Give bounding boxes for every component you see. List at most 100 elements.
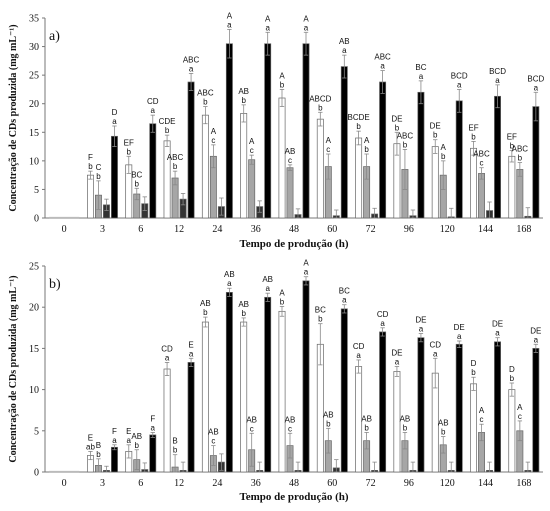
significance-letter-upper: D (509, 365, 515, 374)
bar (455, 343, 463, 473)
significance-letter-upper: AB (224, 270, 235, 279)
bar (379, 331, 387, 473)
significance-letter-lower: a (342, 46, 347, 55)
bar (286, 167, 294, 219)
significance-letter-upper: BCD (489, 67, 506, 76)
significance-letter-lower: c (480, 415, 484, 424)
y-tick-label: 15 (29, 128, 39, 139)
x-tick-label: 48 (289, 224, 299, 235)
significance-letter-lower: b (318, 315, 323, 324)
significance-letter-lower: ab (86, 442, 95, 451)
significance-letter-upper: A (227, 11, 233, 20)
significance-letter-lower: b (403, 140, 408, 149)
significance-letter-upper: AB (438, 419, 449, 428)
bar (225, 43, 233, 219)
significance-letter-upper: CD (147, 97, 159, 106)
significance-letter-lower: b (173, 446, 178, 455)
significance-letter-upper: D (112, 108, 118, 117)
significance-letter-lower: c (288, 156, 292, 165)
significance-letter-lower: c (326, 145, 330, 154)
significance-letter-upper: A (279, 288, 285, 297)
bar (470, 147, 477, 219)
significance-letter-upper: AB (323, 410, 334, 419)
significance-letter-upper: CD (429, 340, 441, 349)
significance-letter-lower: c (250, 146, 254, 155)
significance-letter-lower: b (403, 423, 408, 432)
significance-letter-lower: b (241, 96, 246, 105)
x-axis-title: Tempo de produção (h) (239, 491, 348, 503)
significance-letter-upper: AB (262, 275, 273, 284)
y-axis-title: Concentração de CDs produzida (mg mL⁻¹) (8, 24, 19, 211)
x-tick-label: 24 (212, 224, 222, 235)
significance-letter-lower: c (211, 136, 215, 145)
y-tick-label: 5 (34, 185, 39, 196)
significance-letter-lower: a (227, 20, 232, 29)
significance-letter-lower: a (304, 23, 309, 32)
bar (455, 100, 463, 219)
significance-letter-lower: b (88, 162, 93, 171)
significance-letter-lower: a (433, 349, 438, 358)
x-tick-label: 72 (366, 224, 376, 235)
panel-label: a) (49, 29, 60, 44)
y-tick-label: 25 (29, 262, 39, 273)
y-tick-label: 5 (34, 426, 39, 437)
significance-letter-upper: ABC (197, 89, 214, 98)
x-tick-label: 144 (478, 224, 493, 235)
significance-letter-upper: AB (339, 37, 350, 46)
bar (379, 81, 387, 219)
x-tick-label: 6 (138, 478, 143, 489)
bar (340, 66, 348, 219)
significance-letter-upper: CD (377, 310, 389, 319)
significance-letter-upper: ABC (512, 145, 529, 154)
x-tick-label: 60 (327, 224, 337, 235)
significance-letter-lower: a (356, 351, 361, 360)
x-tick-label: 24 (212, 478, 222, 489)
significance-letter-upper: C (96, 163, 102, 172)
significance-letter-lower: b (356, 122, 361, 131)
significance-letter-upper: A (249, 137, 255, 146)
significance-letter-lower: a (419, 72, 424, 81)
significance-letter-upper: ABC (397, 131, 414, 140)
bar (508, 389, 516, 473)
significance-letter-lower: a (395, 358, 400, 367)
significance-letter-lower: b (280, 297, 285, 306)
significance-letter-upper: CDE (159, 117, 176, 126)
bar (431, 146, 439, 219)
x-tick-label: 96 (404, 478, 414, 489)
bar (201, 114, 209, 219)
significance-letter-upper: ABC (374, 53, 391, 62)
x-tick-label: 3 (100, 478, 105, 489)
significance-letter-lower: a (189, 64, 194, 73)
significance-letter-lower: a (457, 80, 462, 89)
significance-letter-upper: F (88, 153, 93, 162)
y-tick-label: 0 (34, 214, 39, 225)
x-tick-label: 60 (327, 478, 337, 489)
significance-letter-upper: DE (415, 316, 426, 325)
bar (532, 348, 540, 473)
bar (240, 113, 248, 219)
significance-letter-upper: AB (246, 415, 257, 424)
significance-letter-lower: a (495, 76, 500, 85)
bar (264, 296, 272, 473)
significance-letter-upper: EF (124, 138, 134, 147)
significance-letter-upper: EF (507, 133, 517, 142)
significance-letter-lower: a (265, 23, 270, 32)
bar (187, 81, 195, 219)
significance-letter-upper: E (126, 427, 131, 436)
bar (278, 97, 286, 219)
significance-letter-upper: ABC (473, 150, 490, 159)
significance-letter-upper: F (150, 414, 155, 423)
significance-letter-lower: a (112, 117, 117, 126)
significance-letter-lower: a (380, 319, 385, 328)
significance-letter-lower: a (342, 296, 347, 305)
significance-letter-lower: a (151, 106, 156, 115)
x-tick-label: 96 (404, 224, 414, 235)
significance-letter-lower: a (112, 436, 117, 445)
bar (163, 368, 171, 473)
significance-letter-upper: DE (530, 326, 541, 335)
x-tick-label: 48 (289, 478, 299, 489)
significance-letter-lower: b (471, 132, 476, 141)
significance-letter-upper: EF (468, 123, 478, 132)
